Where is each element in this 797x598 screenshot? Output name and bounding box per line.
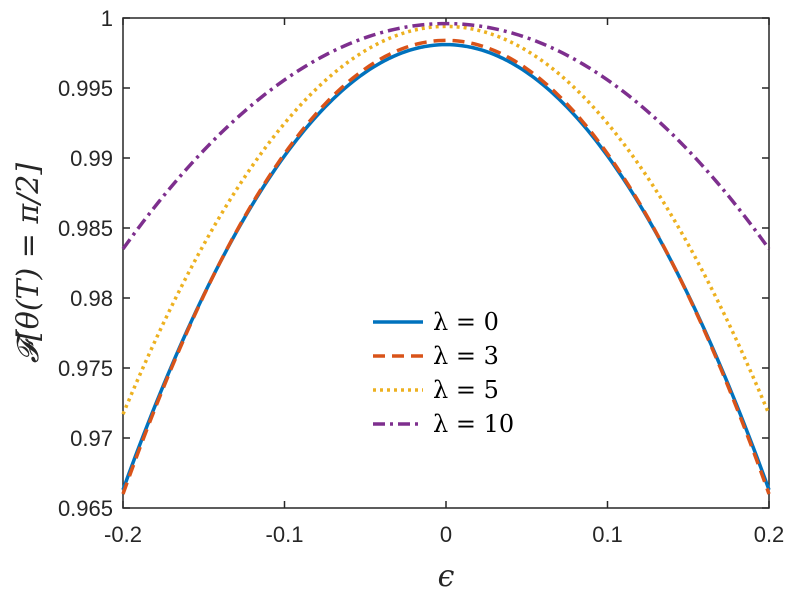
series-lines (121, 21, 771, 495)
y-tick-label: 1 (101, 6, 113, 31)
series-line (121, 21, 771, 251)
y-tick-label: 0.985 (58, 216, 113, 241)
legend-label: λ = 10 (433, 410, 514, 438)
y-axis-label: 𝓕[θ(T) = π/2] (11, 163, 46, 363)
y-tick-label: 0.995 (58, 76, 113, 101)
x-tick-label: -0.2 (104, 522, 142, 547)
y-tick-label: 0.965 (58, 496, 113, 521)
x-tick-label: 0.2 (754, 522, 785, 547)
legend-label: λ = 3 (433, 342, 499, 370)
legend: λ = 0 λ = 3 λ = 5 λ = 10 (373, 308, 514, 438)
axis-ticks: -0.2 -0.1 0 0.1 0.2 0.965 0.97 0.975 0.98 0.985 0.… (58, 6, 784, 547)
x-tick-label: 0 (440, 522, 452, 547)
y-tick-label: 0.99 (70, 146, 113, 171)
y-tick-label: 0.97 (70, 426, 113, 451)
x-axis-label: ϵ (438, 559, 455, 594)
series-line (121, 38, 771, 495)
y-tick-label: 0.98 (70, 286, 113, 311)
legend-label: λ = 0 (433, 308, 499, 336)
legend-label: λ = 5 (433, 376, 499, 404)
y-tick-label: 0.975 (58, 356, 113, 381)
x-tick-label: 0.1 (592, 522, 623, 547)
x-tick-label: -0.1 (266, 522, 304, 547)
